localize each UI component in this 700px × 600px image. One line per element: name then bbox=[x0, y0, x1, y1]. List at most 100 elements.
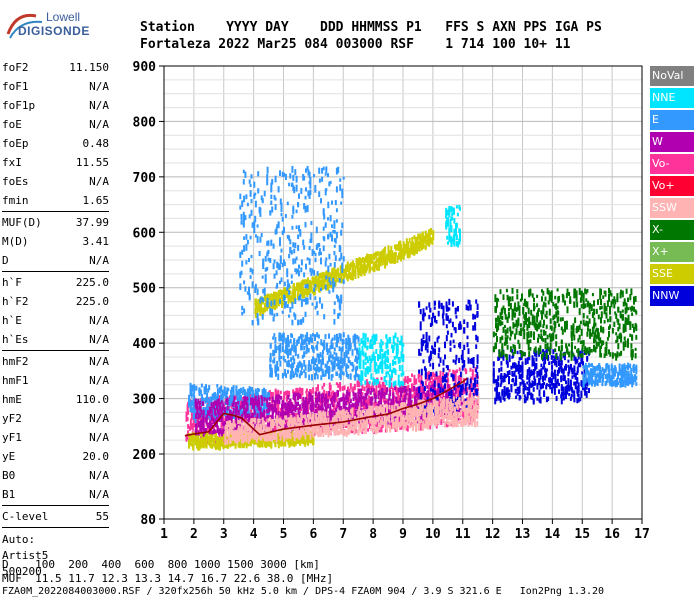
echo-mark bbox=[421, 339, 424, 344]
echo-mark bbox=[529, 347, 532, 351]
echo-mark bbox=[264, 389, 267, 395]
echo-mark bbox=[592, 371, 595, 377]
echo-mark bbox=[287, 394, 290, 400]
echo-mark bbox=[565, 386, 567, 391]
echo-mark bbox=[240, 410, 242, 414]
echo-mark bbox=[523, 320, 526, 328]
echo-mark bbox=[531, 371, 534, 376]
echo-mark bbox=[389, 363, 392, 370]
param-value: N/A bbox=[89, 374, 109, 387]
echo-mark bbox=[563, 355, 566, 361]
echo-mark bbox=[476, 359, 479, 364]
echo-mark bbox=[405, 389, 408, 396]
echo-mark bbox=[281, 345, 284, 352]
echo-mark bbox=[423, 312, 426, 317]
echo-mark bbox=[196, 428, 199, 435]
echo-mark bbox=[343, 359, 346, 367]
echo-mark bbox=[492, 361, 495, 367]
echo-mark bbox=[287, 335, 289, 339]
echo-mark bbox=[530, 332, 533, 338]
echo-mark bbox=[297, 408, 300, 413]
echo-mark bbox=[228, 397, 231, 405]
echo-mark bbox=[200, 395, 203, 402]
echo-mark bbox=[512, 353, 515, 358]
echo-mark bbox=[504, 329, 507, 336]
echo-mark bbox=[617, 381, 619, 385]
echo-mark bbox=[268, 408, 271, 412]
echo-mark bbox=[260, 439, 263, 443]
echo-mark bbox=[200, 409, 203, 416]
echo-mark bbox=[611, 381, 614, 387]
param-name: B0 bbox=[2, 469, 16, 482]
echo-mark bbox=[413, 386, 416, 391]
echo-mark bbox=[192, 443, 195, 450]
echo-mark bbox=[501, 391, 504, 396]
echo-mark bbox=[322, 349, 324, 354]
echo-mark bbox=[512, 311, 515, 317]
echo-mark bbox=[414, 402, 416, 406]
param-value: 55 bbox=[95, 510, 109, 523]
echo-mark bbox=[321, 385, 324, 390]
echo-mark bbox=[233, 396, 236, 402]
echo-mark bbox=[449, 340, 452, 346]
echo-mark bbox=[381, 348, 384, 352]
echo-mark bbox=[205, 386, 207, 392]
echo-mark bbox=[406, 375, 409, 381]
echo-mark bbox=[568, 393, 571, 397]
echo-mark bbox=[447, 372, 450, 376]
echo-mark bbox=[274, 440, 277, 448]
echo-mark bbox=[526, 339, 529, 345]
echo-mark bbox=[291, 401, 294, 406]
echo-mark bbox=[536, 303, 539, 308]
echo-mark bbox=[210, 396, 213, 404]
echo-mark bbox=[527, 340, 530, 346]
echo-mark bbox=[518, 386, 521, 394]
echo-mark bbox=[321, 402, 324, 409]
param-name: foEp bbox=[2, 137, 29, 150]
echo-mark bbox=[337, 390, 339, 396]
echo-mark bbox=[202, 431, 205, 437]
echo-mark bbox=[438, 380, 441, 386]
echo-mark bbox=[224, 394, 227, 399]
echo-mark bbox=[495, 317, 497, 323]
echo-mark bbox=[537, 333, 540, 338]
echo-mark bbox=[514, 333, 517, 340]
echo-mark bbox=[383, 392, 386, 399]
echo-mark bbox=[523, 315, 526, 321]
param-row: foEp 0.48 bbox=[2, 134, 109, 153]
echo-mark bbox=[566, 388, 569, 395]
echo-mark bbox=[217, 428, 220, 436]
echo-mark bbox=[289, 350, 292, 356]
echo-mark bbox=[387, 402, 390, 408]
echo-mark bbox=[574, 358, 577, 365]
echo-mark bbox=[576, 366, 579, 373]
echo-mark bbox=[438, 384, 441, 392]
echo-mark bbox=[226, 401, 229, 406]
echo-mark bbox=[192, 413, 195, 420]
echo-mark bbox=[312, 365, 315, 370]
echo-mark bbox=[221, 392, 224, 398]
echo-mark bbox=[314, 367, 316, 371]
echo-mark bbox=[377, 379, 380, 385]
echo-mark bbox=[261, 396, 264, 401]
echo-mark bbox=[364, 380, 367, 385]
echo-mark bbox=[519, 395, 522, 399]
echo-mark bbox=[372, 377, 375, 384]
echo-mark bbox=[392, 338, 395, 344]
echo-mark bbox=[577, 363, 580, 367]
echo-mark bbox=[553, 389, 556, 395]
echo-mark bbox=[454, 393, 457, 398]
echo-mark bbox=[492, 379, 495, 384]
echo-mark bbox=[448, 307, 451, 311]
echo-mark bbox=[402, 371, 405, 376]
echo-mark bbox=[304, 364, 307, 371]
echo-mark bbox=[316, 341, 319, 345]
echo-mark bbox=[280, 396, 282, 400]
echo-mark bbox=[397, 390, 400, 397]
echo-mark bbox=[551, 378, 554, 383]
echo-mark bbox=[539, 396, 542, 404]
echo-mark bbox=[496, 393, 498, 399]
echo-mark bbox=[329, 384, 332, 391]
echo-mark bbox=[550, 381, 553, 386]
echo-mark bbox=[521, 361, 524, 369]
